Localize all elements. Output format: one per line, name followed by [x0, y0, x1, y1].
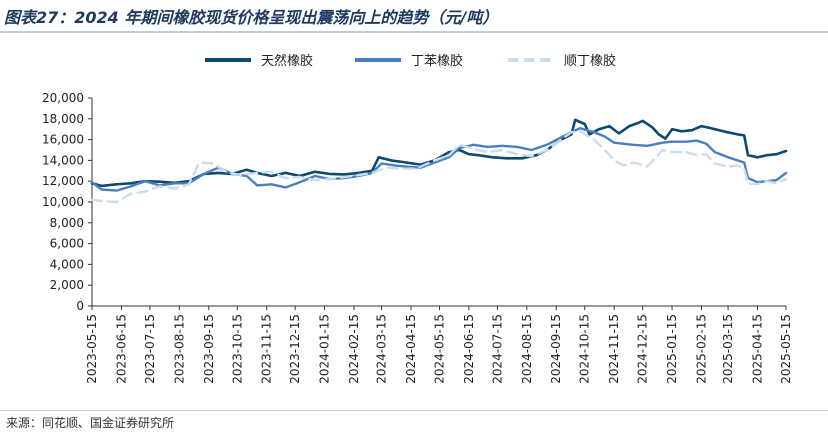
x-tick-label: 2023-07-15: [143, 314, 157, 384]
legend-label-1: 天然橡胶: [261, 53, 313, 69]
legend-label-3: 顺丁橡胶: [564, 53, 616, 69]
series-line-3: [90, 130, 788, 204]
x-tick-label: 2024-09-15: [549, 314, 563, 384]
x-tick-label: 2024-01-15: [318, 314, 332, 384]
y-tick-label: 12,000: [42, 174, 84, 188]
y-tick-label: 0: [76, 299, 84, 313]
x-tick-label: 2023-11-15: [260, 314, 274, 384]
source-divider: [0, 410, 828, 411]
y-tick-label: 10,000: [42, 195, 84, 209]
x-tick-label: 2024-11-15: [607, 314, 621, 384]
x-tick-label: 2024-08-15: [520, 314, 534, 384]
x-tick-label: 2023-05-15: [85, 314, 99, 384]
x-tick-label: 2023-09-15: [202, 314, 216, 384]
x-tick-label: 2024-05-15: [432, 314, 446, 384]
y-tick-label: 14,000: [42, 153, 84, 167]
x-tick-label: 2023-08-15: [172, 314, 186, 384]
x-tick-label: 2024-04-15: [404, 314, 418, 384]
chart-source: 来源：同花顺、国金证券研究所: [6, 416, 175, 430]
x-tick-label: 2023-10-15: [230, 314, 244, 384]
y-tick-label: 4,000: [50, 257, 84, 271]
x-tick-label: 2024-06-15: [462, 314, 476, 384]
title-divider: [0, 31, 828, 33]
x-tick-label: 2024-10-15: [578, 314, 592, 384]
y-tick-label: 8,000: [50, 216, 84, 230]
x-tick-label: 2025-03-15: [721, 314, 735, 384]
x-tick-label: 2024-03-15: [375, 314, 389, 384]
x-tick-label: 2023-12-15: [288, 314, 302, 384]
x-tick-label: 2024-07-15: [490, 314, 504, 384]
x-tick-label: 2025-02-15: [695, 314, 709, 384]
x-tick-label: 2024-12-15: [636, 314, 650, 384]
line-chart: 0 2,000 4,000 6,000 8,000 10,000 12,000 14,000 1…: [42, 53, 793, 384]
y-tick-label: 20,000: [42, 91, 84, 105]
y-tick-label: 18,000: [42, 112, 84, 126]
y-tick-label: 2,000: [50, 278, 84, 292]
x-tick-label: 2024-02-15: [347, 314, 361, 384]
x-tick-label: 2025-04-15: [751, 314, 765, 384]
legend-label-2: 丁苯橡胶: [411, 53, 463, 69]
x-tick-label: 2025-01-15: [665, 314, 679, 384]
y-tick-label: 6,000: [50, 237, 84, 251]
y-tick-label: 16,000: [42, 133, 84, 147]
x-tick-label: 2023-06-15: [114, 314, 128, 384]
x-tick-label: 2025-05-15: [779, 314, 793, 384]
chart-title: 图表27：2024 年期间橡胶现货价格呈现出震荡向上的趋势（元/吨）: [4, 8, 499, 27]
